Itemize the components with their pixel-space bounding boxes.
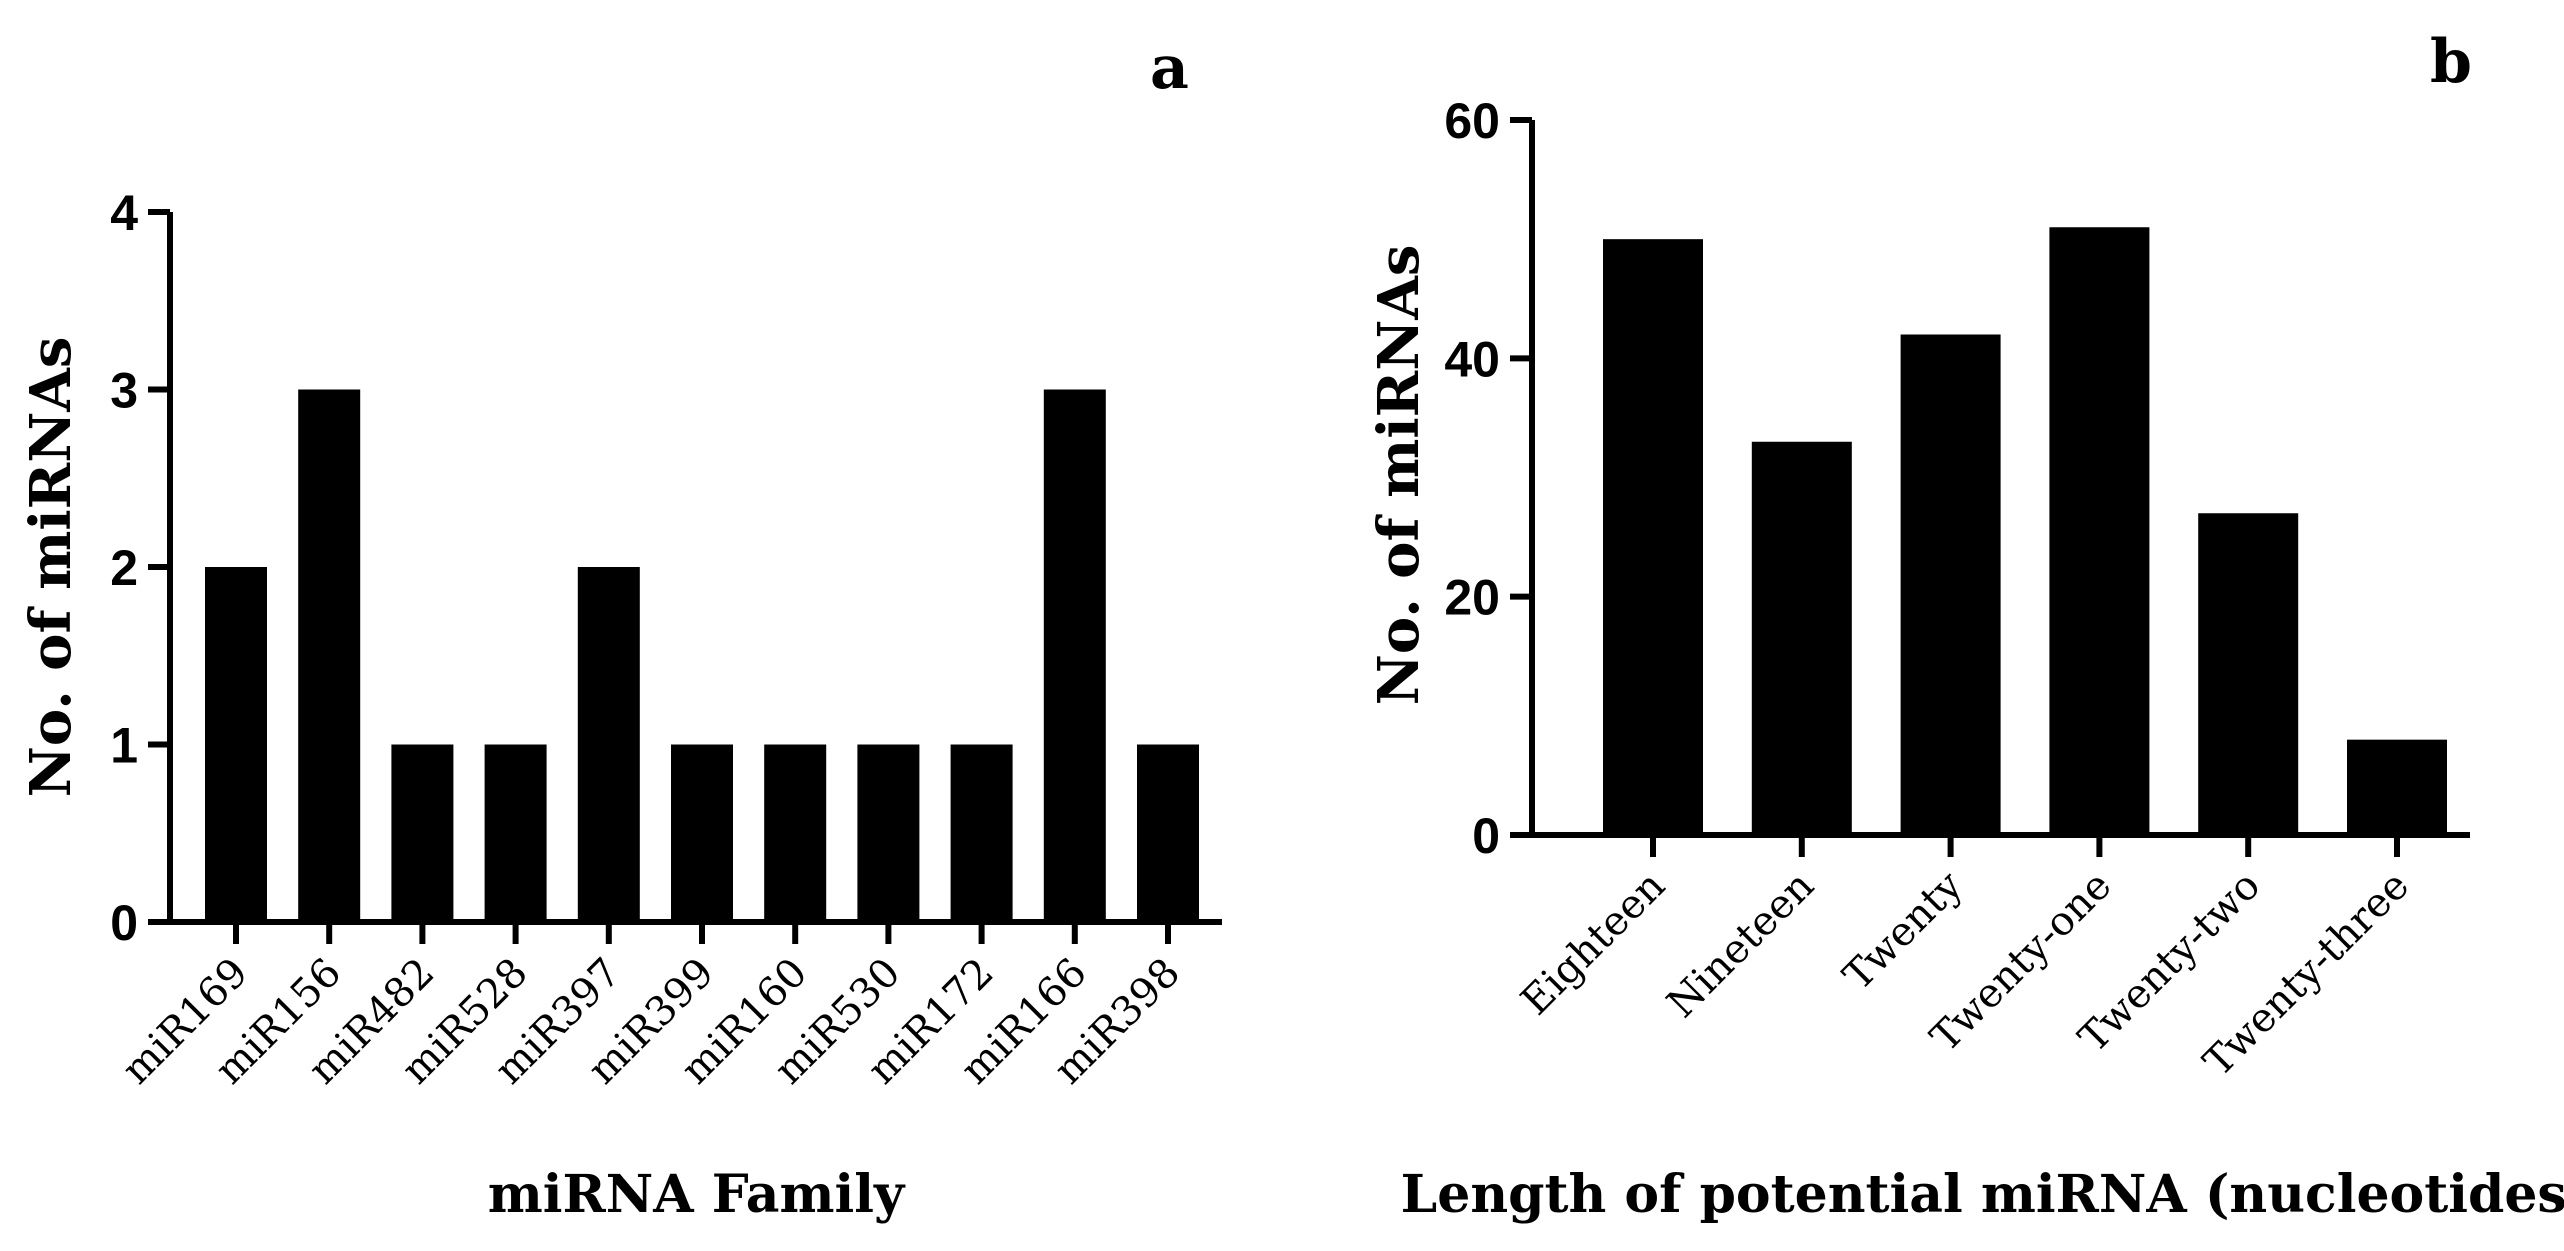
x-tick-label-b-eighteen: Eighteen xyxy=(1512,863,1674,1025)
panel-label-b: b xyxy=(2430,27,2472,97)
x-axis-label-a: miRNA Family xyxy=(488,1164,906,1225)
bar-b-twenty-one xyxy=(2049,227,2150,835)
bar-a-mir528 xyxy=(484,744,547,922)
y-axis-label-a: No. of miRNAs xyxy=(18,337,84,798)
x-tick-label-b-nineteen: Nineteen xyxy=(1659,863,1823,1027)
bar-a-mir398 xyxy=(1137,744,1199,922)
bar-a-mir169 xyxy=(205,567,267,922)
y-tick-label-b-20: 20 xyxy=(1444,570,1500,626)
y-tick-label-b-0: 0 xyxy=(1472,808,1500,864)
y-tick-label-b-60: 60 xyxy=(1444,93,1500,149)
bar-a-mir166 xyxy=(1043,389,1106,922)
chart-a: a 0 1 2 3 4 miR169miR156miR482miR528miR397mi… xyxy=(18,33,1222,1225)
x-tick-label-b-twenty: Twenty xyxy=(1835,862,1972,999)
bar-b-twenty xyxy=(1900,334,2001,835)
bar-a-mir160 xyxy=(764,744,827,922)
bars-a xyxy=(205,389,1199,922)
y-tick-label-a-3: 3 xyxy=(110,363,138,419)
y-tick-label-a-2: 2 xyxy=(110,540,138,596)
y-ticks-b: 0 20 40 60 xyxy=(1444,93,1532,864)
panel-label-a: a xyxy=(1150,33,1189,103)
y-tick-label-a-0: 0 xyxy=(110,895,138,951)
y-tick-label-a-1: 1 xyxy=(110,718,138,774)
bar-a-mir397 xyxy=(577,567,640,922)
x-axis-label-b: Length of potential miRNA (nucleotides) xyxy=(1401,1164,2564,1225)
y-tick-label-a-4: 4 xyxy=(110,185,138,241)
y-axis-label-b: No. of miRNAs xyxy=(1366,245,1432,706)
bar-a-mir172 xyxy=(950,744,1013,922)
y-ticks-a: 0 1 2 3 4 xyxy=(110,185,170,951)
bar-a-mir399 xyxy=(671,744,733,922)
bar-b-nineteen xyxy=(1751,441,1852,835)
y-tick-label-b-40: 40 xyxy=(1444,331,1500,387)
bar-b-twenty-three xyxy=(2347,739,2447,835)
bar-b-twenty-two xyxy=(2198,513,2299,835)
bars-b xyxy=(1603,227,2447,835)
bar-a-mir530 xyxy=(857,744,920,922)
x-ticks-a: miR169miR156miR482miR528miR397miR399miR1… xyxy=(113,922,1189,1093)
bar-a-mir156 xyxy=(298,389,361,922)
bar-a-mir482 xyxy=(391,744,454,922)
bar-b-eighteen xyxy=(1603,239,1703,835)
